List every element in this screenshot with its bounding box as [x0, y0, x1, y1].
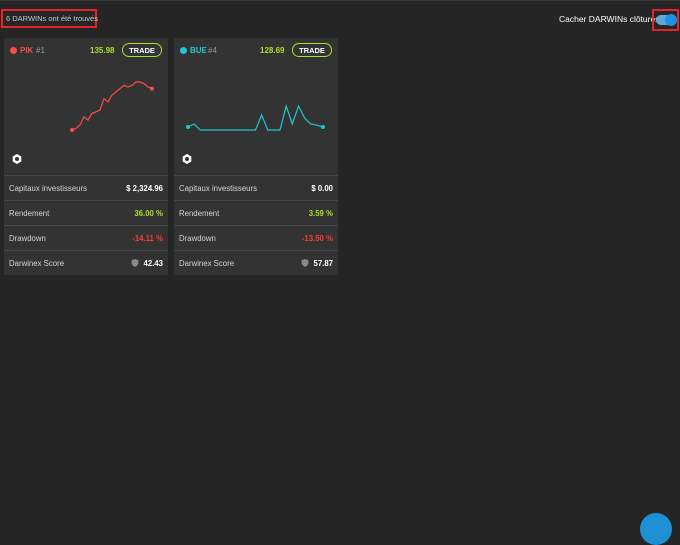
stat-value: 36.00 % [134, 208, 163, 218]
stat-value: -13.50 % [301, 233, 333, 243]
stat-label: Drawdown [179, 233, 216, 243]
darwin-card[interactable]: PIK #1 135.98 TRADE Capitaux investisseu… [4, 38, 168, 275]
darwin-quote: 128.69 [260, 46, 285, 55]
sparkline-chart [186, 103, 325, 131]
stat-row-return: Rendement 36.00 % [4, 200, 168, 225]
sparkline-end-point [150, 86, 154, 91]
stat-label: Darwinex Score [179, 258, 235, 268]
stat-row-capital: Capitaux investisseurs $ 2,324.96 [4, 175, 168, 200]
stat-value: 42.43 [131, 259, 163, 268]
stat-value: -14.11 % [132, 233, 163, 243]
sparkline-line [71, 81, 153, 131]
darwin-name[interactable]: BUE [190, 46, 207, 55]
sparkline-start-point [70, 128, 74, 132]
darwin-badge-icon [12, 154, 22, 164]
trade-button[interactable]: TRADE [292, 43, 332, 57]
score-value: 57.87 [313, 258, 333, 268]
results-count: 6 DARWINs ont été trouvés [1, 9, 98, 28]
sparkline-start-point [186, 125, 190, 129]
results-count-text: 6 DARWINs ont été trouvés [6, 14, 98, 23]
stat-value: $ 2,324.96 [126, 183, 163, 193]
card-stats: Capitaux investisseurs $ 2,324.96 Rendem… [4, 175, 168, 275]
card-header: PIK #1 135.98 TRADE [4, 38, 168, 64]
color-dot [180, 47, 187, 54]
chat-launcher-button[interactable] [640, 513, 672, 545]
toggle-knob[interactable] [664, 14, 677, 26]
hide-closed-toggle[interactable] [655, 14, 677, 26]
darwin-badge-icon [182, 154, 192, 164]
trade-button[interactable]: TRADE [122, 43, 162, 57]
top-divider [0, 0, 680, 1]
stat-row-score: Darwinex Score 42.43 [4, 250, 168, 275]
stat-row-drawdown: Drawdown -13.50 % [174, 225, 338, 250]
stat-label: Rendement [9, 208, 50, 218]
stat-label: Drawdown [9, 233, 46, 243]
stat-label: Capitaux investisseurs [179, 183, 258, 193]
color-dot [10, 47, 17, 54]
stat-label: Rendement [179, 208, 220, 218]
stat-label: Darwinex Score [9, 258, 65, 268]
card-stats: Capitaux investisseurs $ 0.00 Rendement … [174, 175, 338, 275]
darwin-rank: #1 [36, 46, 45, 55]
hide-closed-label: Cacher DARWINs clôturés [559, 14, 660, 24]
stat-row-return: Rendement 3.59 % [174, 200, 338, 225]
darwin-rank: #4 [208, 46, 217, 55]
shield-icon [301, 259, 309, 267]
stat-value: 3.59 % [308, 208, 333, 218]
darwin-card[interactable]: BUE #4 128.69 TRADE Capitaux investisseu… [174, 38, 338, 275]
stat-row-score: Darwinex Score 57.87 [174, 250, 338, 275]
card-header: BUE #4 128.69 TRADE [174, 38, 338, 64]
stat-row-capital: Capitaux investisseurs $ 0.00 [174, 175, 338, 200]
darwin-quote: 135.98 [90, 46, 115, 55]
stat-row-drawdown: Drawdown -14.11 % [4, 225, 168, 250]
score-value: 42.43 [143, 258, 163, 268]
sparkline-line [187, 103, 324, 131]
stat-label: Capitaux investisseurs [9, 183, 88, 193]
hide-closed-toggle-wrapper [652, 9, 679, 31]
darwin-name[interactable]: PIK [20, 46, 34, 55]
stat-value: 57.87 [301, 259, 333, 268]
stat-value: $ 0.00 [311, 183, 333, 193]
shield-icon [131, 259, 139, 267]
sparkline-end-point [321, 125, 325, 129]
sparkline-chart [70, 81, 154, 132]
